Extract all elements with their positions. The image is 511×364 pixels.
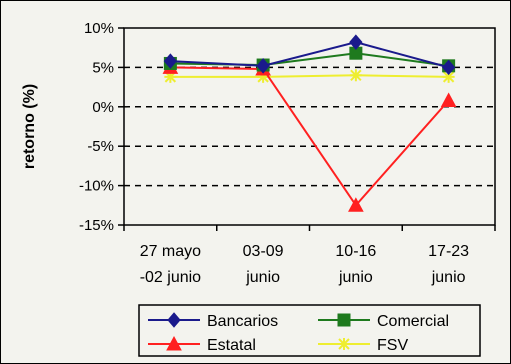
data-point-bancarios [349,34,363,50]
legend-marker-comercial [337,313,351,327]
y-tick-label: 10% [84,20,114,37]
data-point-estatal [348,197,364,212]
y-tick-label: 5% [92,59,114,76]
x-tick-label: 03-09 [243,243,284,260]
x-tick-label: 17-23 [428,243,469,260]
plot-area [123,27,496,226]
legend-label-bancarios: Bancarios [207,313,278,330]
series-line-estatal [170,66,450,207]
data-point-estatal [440,92,457,107]
legend-marker-bancarios [167,312,181,328]
x-tick-label: junio [338,269,373,286]
x-axis: 27 mayo -02 junio 03-09 junio 10-16 junio 17-2… [123,225,496,286]
legend-box [138,304,481,357]
legend-label-comercial: Comercial [377,313,449,330]
x-tick-label: junio [431,269,466,286]
y-tick-label: -10% [79,178,114,195]
series-layer [162,34,457,212]
data-point-fsv [349,69,362,82]
legend-label-fsv: FSV [377,337,408,354]
series-line-fsv [170,74,449,78]
y-axis: 10% 5% 0% -5% -10% -15% [79,20,124,234]
x-tick-label: 27 mayo [140,243,201,260]
data-point-bancarios [256,58,270,74]
legend-label-estatal: Estatal [207,337,256,354]
plot-border [123,27,496,226]
y-tick-label: -5% [87,138,114,155]
x-tick-label: junio [245,269,280,286]
y-tick-label: 0% [92,99,114,116]
legend: Bancarios Comercial Estatal FSV [138,304,481,357]
data-point-bancarios [441,59,456,76]
x-tick-label: -02 junio [140,269,201,286]
legend-marker-fsv [338,338,350,350]
series-line-bancarios [170,41,449,69]
legend-marker-estatal [166,335,182,351]
y-tick-label: -15% [79,217,114,234]
x-tick-label: 10-16 [335,243,376,260]
y-axis-label: retorno (%) [21,84,38,169]
data-point-bancarios [163,53,178,69]
